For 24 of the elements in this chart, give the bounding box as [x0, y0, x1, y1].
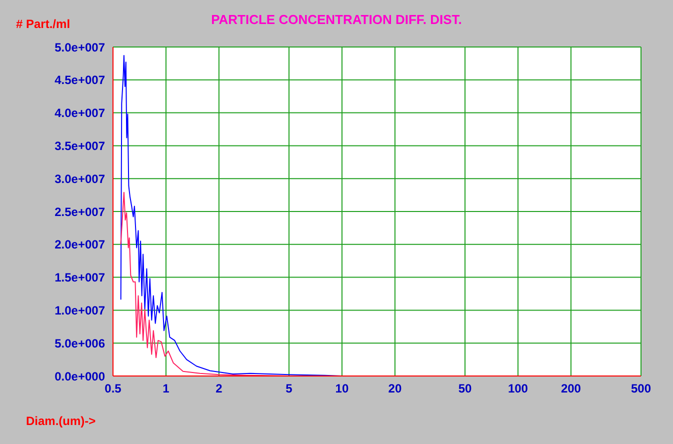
y-tick-label: 3.5e+007	[54, 138, 106, 153]
y-tick-label: 0.0e+000	[54, 369, 106, 384]
x-axis-title: Diam.(um)->	[26, 414, 96, 428]
chart-title: PARTICLE CONCENTRATION DIFF. DIST.	[211, 12, 462, 27]
y-tick-label: 3.0e+007	[54, 172, 106, 186]
x-tick-label: 100	[508, 382, 528, 396]
x-tick-label: 0.5	[104, 382, 122, 396]
y-tick-label: 4.5e+007	[54, 73, 106, 88]
x-tick-label: 1	[162, 382, 170, 396]
x-tick-label: 20	[388, 382, 402, 396]
x-tick-label: 2	[216, 382, 223, 396]
y-tick-label: 1.5e+007	[54, 270, 106, 285]
y-tick-label: 5.0e+006	[54, 336, 106, 350]
y-tick-label: 2.5e+007	[54, 204, 106, 219]
y-tick-label: 1.0e+007	[54, 303, 106, 318]
x-tick-label: 10	[335, 382, 349, 396]
y-tick-label: 2.0e+007	[54, 238, 106, 252]
x-tick-label: 500	[630, 382, 652, 396]
y-axis-title: # Part./ml	[16, 17, 70, 31]
x-tick-label: 200	[560, 382, 582, 396]
y-tick-label: 5.0e+007	[54, 40, 106, 54]
y-tick-label: 4.0e+007	[54, 106, 106, 120]
x-tick-label: 5	[286, 382, 293, 396]
x-tick-label: 50	[458, 382, 472, 396]
